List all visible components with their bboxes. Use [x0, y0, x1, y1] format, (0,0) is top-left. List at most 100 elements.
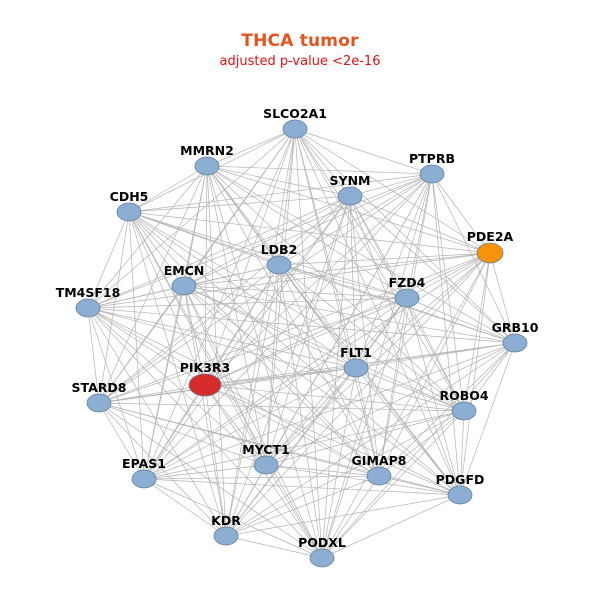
edge — [378, 410, 465, 477]
edge — [87, 252, 491, 309]
edge — [265, 342, 516, 466]
edge — [206, 165, 465, 412]
edge — [265, 464, 380, 477]
node-MYCT1 — [253, 455, 279, 475]
edge — [87, 307, 516, 344]
edge — [183, 173, 433, 287]
node-label-CDH5: CDH5 — [110, 189, 149, 204]
node-LDB2 — [266, 255, 292, 275]
edge — [278, 264, 323, 559]
edge — [265, 464, 461, 496]
edge — [265, 264, 280, 466]
edge — [463, 342, 516, 412]
edge — [463, 252, 491, 412]
node-label-LDB2: LDB2 — [261, 242, 298, 257]
node-label-SLCO2A1: SLCO2A1 — [263, 106, 327, 121]
edge — [87, 307, 227, 537]
edge — [87, 128, 296, 309]
edge — [265, 128, 296, 466]
edge — [98, 402, 465, 412]
edge — [143, 297, 408, 480]
node-SLCO2A1 — [282, 119, 308, 139]
edge — [321, 494, 461, 559]
edge — [206, 165, 433, 175]
node-KDR — [213, 526, 239, 546]
edge — [183, 285, 461, 496]
edge — [143, 478, 323, 559]
edge — [143, 464, 267, 480]
edge — [321, 297, 408, 559]
node-label-GRB10: GRB10 — [492, 320, 539, 335]
edge — [349, 195, 380, 477]
edge — [294, 128, 516, 344]
edge — [87, 307, 461, 496]
edge — [378, 173, 433, 477]
edge — [87, 297, 408, 309]
edges-group — [87, 128, 516, 559]
edge — [355, 252, 491, 369]
node-label-EPAS1: EPAS1 — [122, 456, 166, 471]
edge — [406, 252, 491, 299]
edge — [278, 264, 357, 369]
edge — [265, 367, 357, 466]
node-GRB10 — [502, 333, 528, 353]
edge — [98, 128, 296, 404]
edge — [128, 211, 185, 287]
edge — [87, 211, 130, 309]
edge — [87, 307, 323, 559]
node-FZD4 — [394, 288, 420, 308]
edge — [278, 264, 461, 496]
edge — [321, 342, 516, 559]
edge — [265, 410, 465, 466]
edge — [349, 195, 357, 369]
node-label-EMCN: EMCN — [164, 263, 205, 278]
node-PIK3R3 — [188, 373, 222, 397]
plot-subtitle: adjusted p-value <2e-16 — [219, 54, 381, 69]
node-label-MYCT1: MYCT1 — [242, 442, 289, 457]
edge — [98, 402, 227, 537]
edge — [87, 307, 380, 477]
edge — [98, 402, 461, 496]
edge — [349, 195, 516, 344]
edge — [204, 384, 465, 412]
edge — [87, 307, 357, 369]
node-label-FLT1: FLT1 — [340, 345, 372, 360]
edge — [183, 285, 267, 466]
node-label-STARD8: STARD8 — [72, 380, 127, 395]
edge — [143, 478, 461, 496]
edge — [278, 264, 380, 477]
edge — [98, 384, 206, 404]
edge — [87, 195, 351, 309]
edge — [225, 195, 351, 537]
edge — [143, 264, 280, 480]
edge — [204, 384, 380, 477]
edge — [87, 285, 185, 309]
edge — [349, 173, 433, 197]
node-label-MMRN2: MMRN2 — [180, 143, 234, 158]
node-label-GIMAP8: GIMAP8 — [352, 453, 407, 468]
edge — [98, 402, 267, 466]
node-PODXL — [309, 548, 335, 568]
edge — [459, 252, 491, 496]
edge — [128, 211, 408, 299]
edge — [225, 535, 323, 559]
node-label-PIK3R3: PIK3R3 — [180, 360, 231, 375]
edge — [204, 297, 408, 386]
edge — [294, 128, 323, 559]
node-label-PODXL: PODXL — [298, 535, 346, 550]
edge — [206, 165, 351, 197]
edge — [489, 252, 516, 344]
edge — [98, 402, 145, 480]
edge — [87, 307, 465, 412]
edge — [294, 128, 351, 197]
edge — [349, 195, 491, 254]
node-CDH5 — [116, 202, 142, 222]
edge — [128, 165, 208, 213]
node-EPAS1 — [131, 469, 157, 489]
node-SYNM — [337, 186, 363, 206]
edge — [206, 165, 227, 537]
edge — [459, 342, 516, 496]
edge — [143, 367, 357, 480]
edge — [98, 264, 280, 404]
